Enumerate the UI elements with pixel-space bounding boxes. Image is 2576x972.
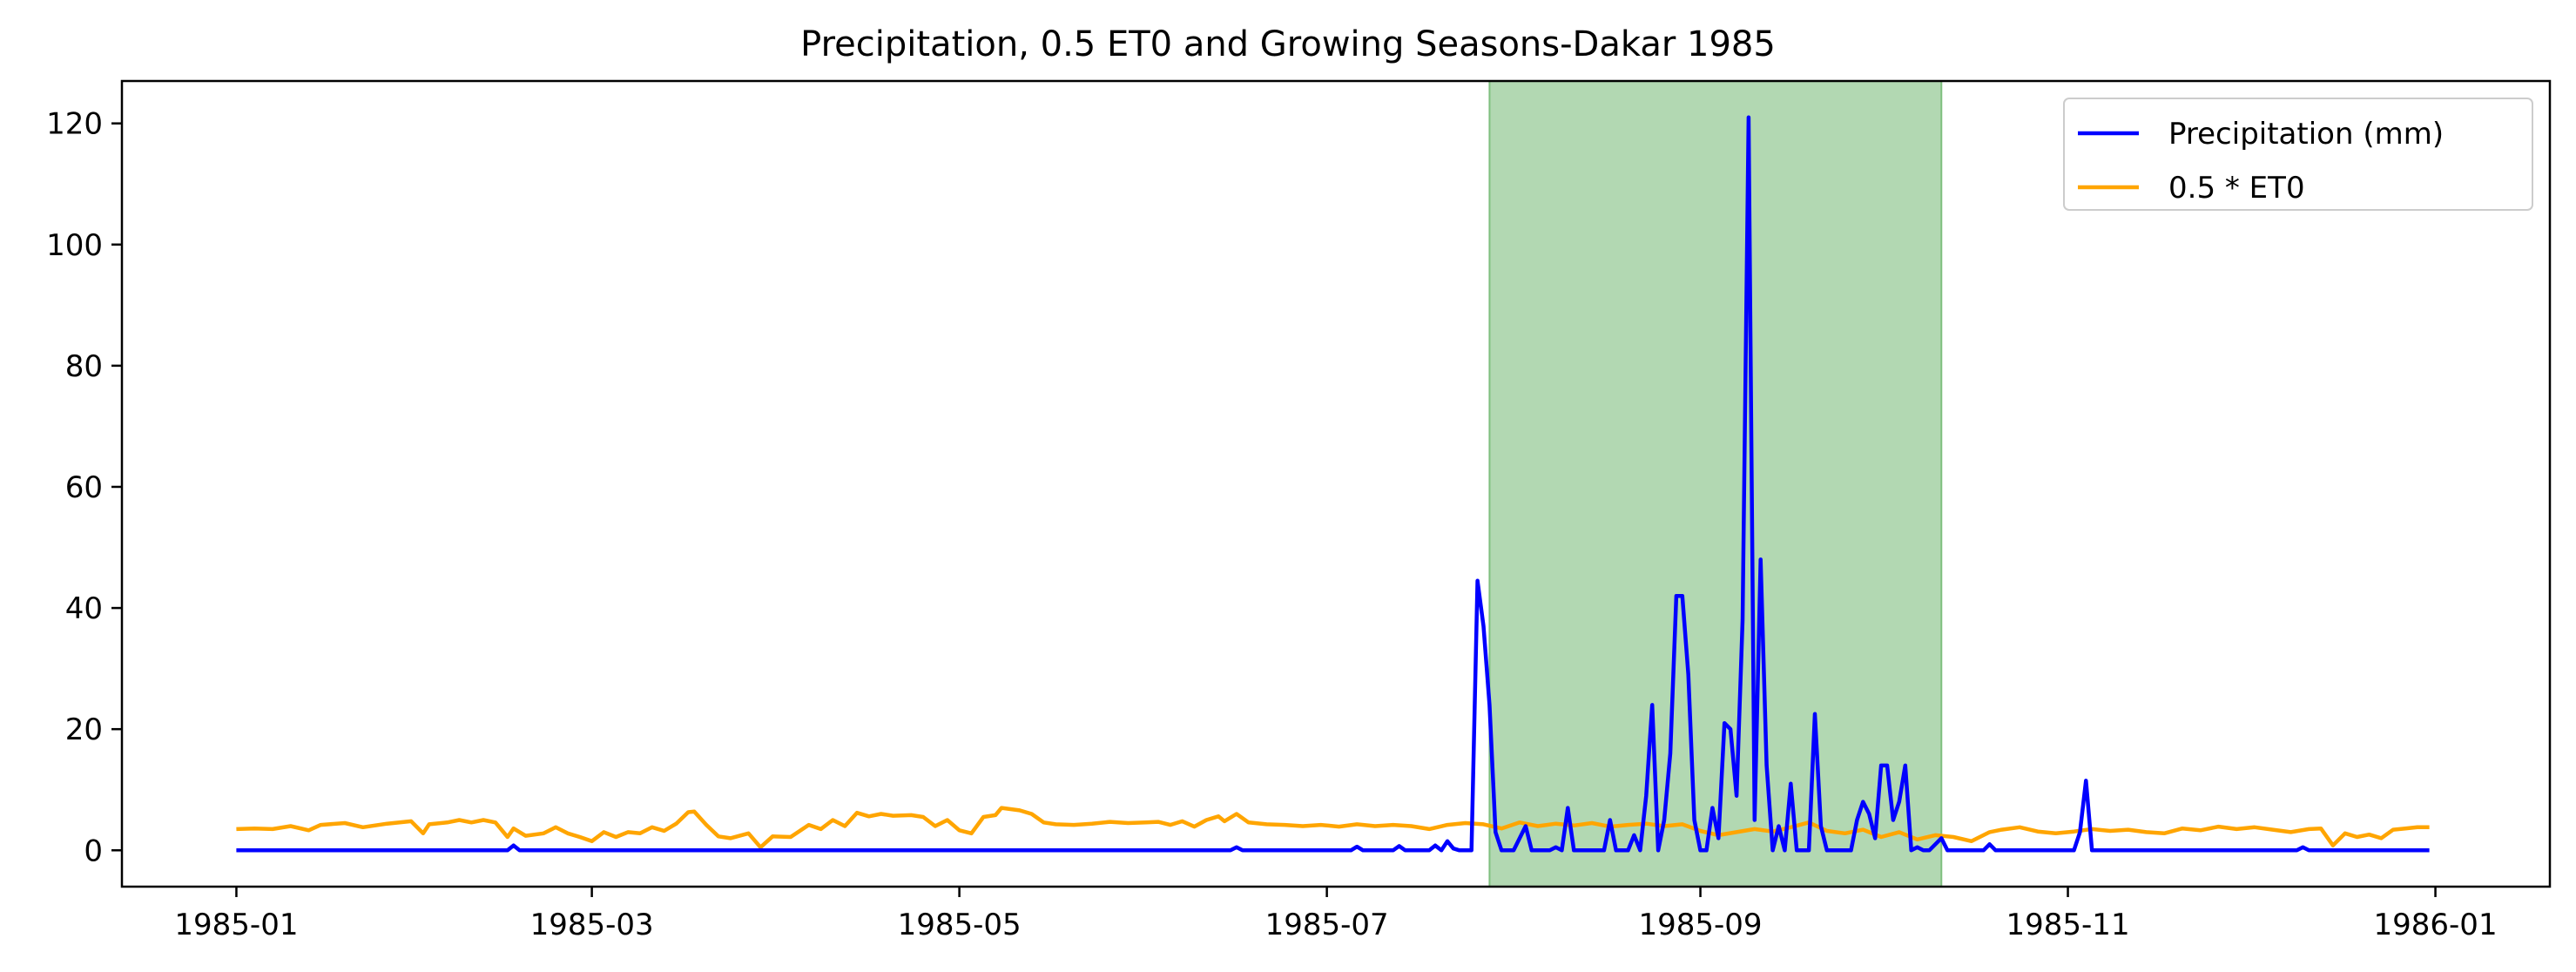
chart-title: Precipitation, 0.5 ET0 and Growing Seaso… bbox=[800, 24, 1776, 64]
y-tick-label: 100 bbox=[46, 228, 103, 263]
y-tick-label: 80 bbox=[65, 349, 103, 384]
x-tick-label: 1985-07 bbox=[1265, 908, 1389, 942]
x-tick-label: 1985-05 bbox=[898, 908, 1022, 942]
growing-season-layer bbox=[1488, 80, 1943, 888]
legend-box bbox=[2063, 98, 2533, 211]
legend: Precipitation (mm) 0.5 * ET0 bbox=[2063, 98, 2533, 211]
series-line-et0 bbox=[236, 806, 2430, 850]
x-tick-label: 1985-01 bbox=[174, 908, 298, 942]
growing-season-band bbox=[1488, 80, 1943, 888]
y-tick-label: 20 bbox=[65, 712, 103, 747]
legend-label: 0.5 * ET0 bbox=[2168, 171, 2305, 206]
x-axis: 1985-01 1985-03 1985-05 1985-07 1985-09 1985-… bbox=[174, 887, 2498, 942]
legend-label: Precipitation (mm) bbox=[2168, 117, 2444, 152]
plot-frame bbox=[120, 79, 2552, 888]
y-tick-label: 60 bbox=[65, 470, 103, 505]
x-tick-label: 1986-01 bbox=[2374, 908, 2498, 942]
series-layer bbox=[236, 115, 2430, 853]
y-tick-label: 120 bbox=[46, 107, 103, 142]
y-tick-label: 0 bbox=[84, 834, 103, 868]
x-tick-label: 1985-09 bbox=[1639, 908, 1763, 942]
x-tick-label: 1985-11 bbox=[2006, 908, 2130, 942]
series-line-precipitation bbox=[236, 115, 2430, 853]
x-tick-label: 1985-03 bbox=[530, 908, 654, 942]
y-tick-label: 40 bbox=[65, 591, 103, 626]
y-axis: 0 20 40 60 80 100 120 bbox=[46, 107, 122, 868]
